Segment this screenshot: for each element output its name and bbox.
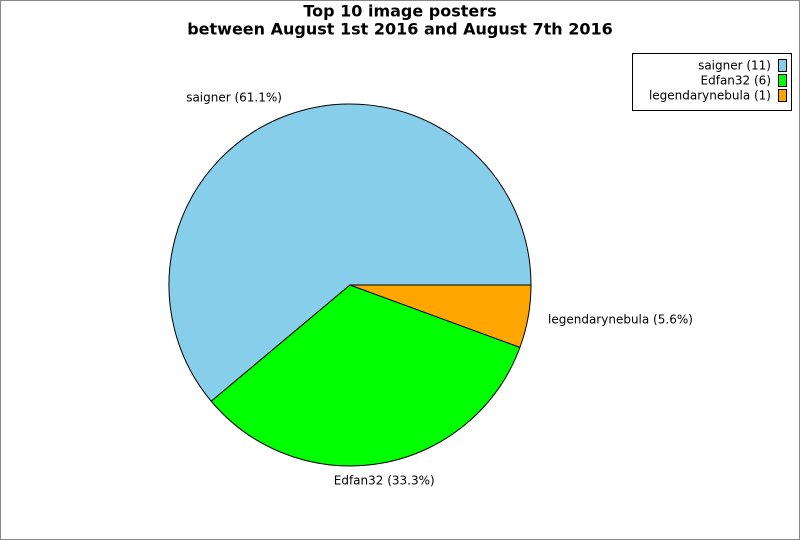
legend-swatch (778, 89, 787, 102)
legend-swatch (778, 74, 787, 87)
slice-label: saigner (61.1%) (186, 90, 282, 104)
legend-box (632, 53, 792, 111)
legend-label: legendarynebula (1) (649, 89, 771, 103)
chart-subtitle: between August 1st 2016 and August 7th 2… (187, 20, 613, 39)
legend-label: saigner (11) (698, 59, 771, 73)
pie-slice (210, 284, 521, 467)
pie-slice (168, 103, 532, 402)
chart-title: Top 10 image posters (303, 2, 496, 21)
pie-slice (349, 284, 532, 349)
slice-label: legendarynebula (5.6%) (548, 312, 693, 326)
legend-label: Edfan32 (6) (701, 74, 771, 88)
slice-label: Edfan32 (33.3%) (334, 474, 435, 488)
legend-swatch (778, 59, 787, 72)
